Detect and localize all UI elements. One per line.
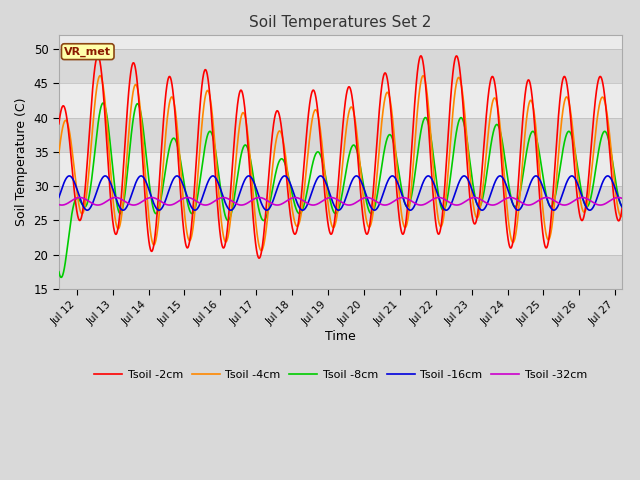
Tsoil -8cm: [57, 275, 65, 280]
Bar: [59, 118, 622, 152]
Tsoil -2cm: [608, 172, 616, 178]
Tsoil -4cm: [296, 218, 303, 224]
Line: Tsoil -2cm: Tsoil -2cm: [59, 56, 622, 258]
Tsoil -2cm: [296, 209, 303, 215]
Line: Tsoil -8cm: Tsoil -8cm: [59, 103, 622, 277]
Tsoil -2cm: [55, 121, 63, 127]
Tsoil -16cm: [55, 194, 63, 200]
Legend: Tsoil -2cm, Tsoil -4cm, Tsoil -8cm, Tsoil -16cm, Tsoil -32cm: Tsoil -2cm, Tsoil -4cm, Tsoil -8cm, Tsoi…: [90, 366, 591, 384]
Tsoil -8cm: [120, 201, 127, 207]
Tsoil -2cm: [153, 215, 161, 221]
Tsoil -8cm: [547, 204, 555, 210]
Tsoil -2cm: [255, 255, 263, 261]
Tsoil -2cm: [618, 204, 626, 209]
Tsoil -4cm: [120, 197, 127, 203]
Tsoil -4cm: [608, 152, 616, 158]
Tsoil -16cm: [547, 205, 555, 211]
Tsoil -16cm: [153, 206, 161, 212]
Tsoil -16cm: [83, 207, 91, 213]
Tsoil -32cm: [55, 202, 63, 207]
Tsoil -8cm: [55, 269, 63, 275]
Tsoil -4cm: [547, 229, 555, 235]
Tsoil -4cm: [618, 212, 626, 218]
Bar: [59, 220, 622, 255]
X-axis label: Time: Time: [325, 330, 356, 343]
Tsoil -16cm: [120, 207, 127, 213]
Bar: [59, 255, 622, 289]
Tsoil -32cm: [618, 196, 626, 202]
Bar: [59, 186, 622, 220]
Tsoil -8cm: [296, 211, 303, 216]
Tsoil -8cm: [153, 210, 161, 216]
Bar: [59, 49, 622, 84]
Tsoil -32cm: [296, 196, 303, 202]
Tsoil -16cm: [296, 205, 303, 211]
Tsoil -32cm: [271, 202, 279, 208]
Line: Tsoil -4cm: Tsoil -4cm: [59, 76, 622, 251]
Tsoil -2cm: [94, 53, 102, 59]
Tsoil -32cm: [547, 196, 555, 202]
Tsoil -2cm: [547, 216, 555, 222]
Line: Tsoil -32cm: Tsoil -32cm: [59, 197, 622, 205]
Tsoil -8cm: [608, 153, 616, 159]
Text: VR_met: VR_met: [64, 47, 111, 57]
Tsoil -32cm: [614, 194, 622, 200]
Bar: [59, 152, 622, 186]
Title: Soil Temperatures Set 2: Soil Temperatures Set 2: [250, 15, 432, 30]
Tsoil -16cm: [604, 173, 612, 179]
Tsoil -16cm: [608, 177, 616, 183]
Tsoil -4cm: [271, 142, 279, 148]
Tsoil -4cm: [153, 232, 161, 238]
Tsoil -4cm: [55, 151, 63, 156]
Bar: [59, 36, 622, 49]
Tsoil -8cm: [99, 100, 107, 106]
Tsoil -16cm: [618, 204, 626, 210]
Line: Tsoil -16cm: Tsoil -16cm: [59, 176, 622, 210]
Tsoil -32cm: [153, 196, 161, 202]
Tsoil -8cm: [271, 172, 279, 178]
Tsoil -2cm: [271, 112, 279, 118]
Tsoil -32cm: [345, 202, 353, 208]
Y-axis label: Soil Temperature (C): Soil Temperature (C): [15, 98, 28, 227]
Tsoil -8cm: [618, 204, 626, 210]
Tsoil -32cm: [607, 197, 615, 203]
Tsoil -16cm: [271, 192, 279, 198]
Tsoil -2cm: [120, 167, 127, 172]
Tsoil -4cm: [257, 248, 265, 253]
Tsoil -32cm: [119, 197, 127, 203]
Tsoil -4cm: [96, 73, 104, 79]
Bar: [59, 84, 622, 118]
